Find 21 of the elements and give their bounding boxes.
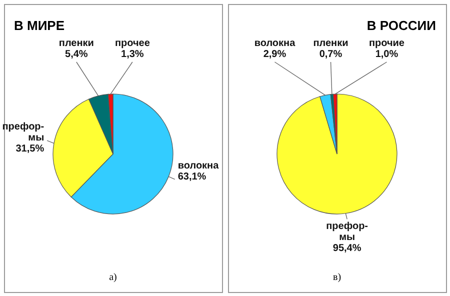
chart-title: В РОССИИ (366, 18, 436, 33)
slice-label: префор- мы (326, 221, 368, 244)
data-label: 0,7% (319, 49, 342, 60)
slice-label: пленки (58, 38, 94, 49)
slice-label: волокна (254, 38, 296, 49)
text: а) (109, 272, 117, 283)
slice-label: префор- мы (2, 122, 44, 144)
pie-slice (276, 94, 398, 214)
text: в) (332, 272, 342, 283)
slice-label: прочие (368, 38, 405, 49)
data-label: 5,4% (65, 49, 88, 60)
data-label: 95,4% (332, 243, 362, 254)
data-label: 2,9% (263, 49, 286, 60)
chart-title: В МИРЕ (14, 18, 65, 33)
data-label: 63,1% (178, 171, 206, 182)
slice-label: пленки (313, 38, 348, 49)
data-label: 1,3% (121, 49, 144, 60)
slice-label: прочее (114, 38, 150, 49)
slice-label: волокна (178, 160, 220, 172)
data-label: 1,0% (375, 49, 398, 60)
data-label: 31,5% (16, 144, 44, 155)
